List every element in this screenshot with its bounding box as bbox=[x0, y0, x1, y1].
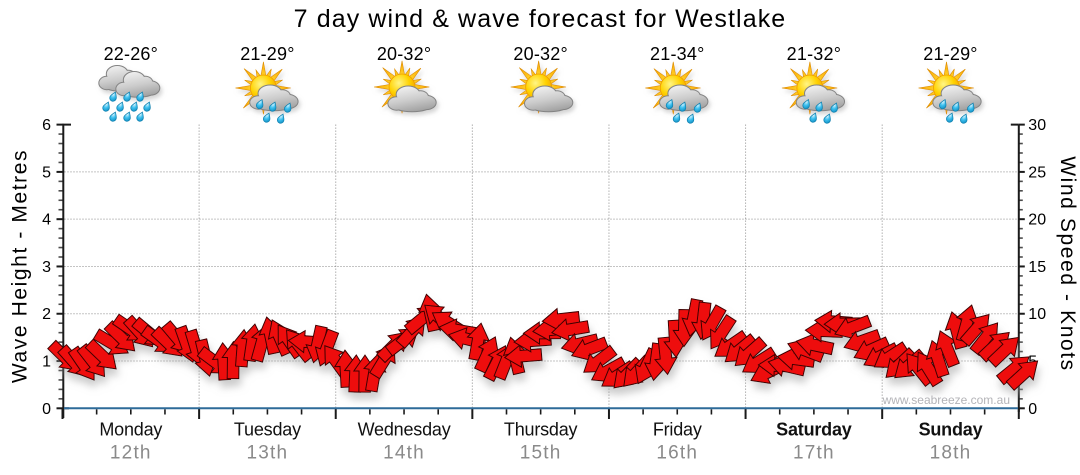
svg-text:7 day wind & wave forecast for: 7 day wind & wave forecast for Westlake bbox=[294, 5, 787, 33]
svg-text:25: 25 bbox=[1028, 164, 1046, 181]
svg-text:3: 3 bbox=[42, 259, 51, 276]
svg-text:2: 2 bbox=[42, 306, 51, 323]
svg-text:Wednesday: Wednesday bbox=[358, 420, 451, 440]
svg-text:17th: 17th bbox=[793, 443, 835, 464]
svg-text:20-32°: 20-32° bbox=[513, 44, 567, 64]
svg-text:Thursday: Thursday bbox=[504, 420, 578, 440]
svg-text:21-32°: 21-32° bbox=[787, 44, 841, 64]
svg-text:15: 15 bbox=[1028, 259, 1046, 276]
svg-text:20-32°: 20-32° bbox=[377, 44, 431, 64]
svg-text:0: 0 bbox=[42, 401, 51, 418]
svg-text:Tuesday: Tuesday bbox=[234, 420, 301, 440]
svg-text:30: 30 bbox=[1028, 117, 1046, 134]
svg-text:12th: 12th bbox=[110, 443, 152, 464]
svg-text:5: 5 bbox=[42, 164, 51, 181]
svg-text:1: 1 bbox=[42, 354, 51, 371]
svg-text:Wave Height - Metres: Wave Height - Metres bbox=[9, 149, 32, 383]
svg-text:Friday: Friday bbox=[653, 420, 702, 440]
svg-text:13th: 13th bbox=[247, 443, 289, 464]
svg-text:22-26°: 22-26° bbox=[104, 44, 158, 64]
svg-text:21-29°: 21-29° bbox=[923, 44, 977, 64]
svg-text:www.seabreeze.com.au: www.seabreeze.com.au bbox=[882, 393, 1010, 407]
svg-text:0: 0 bbox=[1028, 401, 1037, 418]
svg-text:Monday: Monday bbox=[99, 420, 162, 440]
svg-text:18th: 18th bbox=[930, 443, 972, 464]
svg-text:16th: 16th bbox=[656, 443, 698, 464]
svg-text:Wind Speed - Knots: Wind Speed - Knots bbox=[1056, 156, 1079, 372]
svg-text:6: 6 bbox=[42, 117, 51, 134]
svg-text:Sunday: Sunday bbox=[919, 420, 983, 440]
svg-text:4: 4 bbox=[42, 212, 51, 229]
svg-text:20: 20 bbox=[1028, 212, 1046, 229]
svg-text:14th: 14th bbox=[383, 443, 425, 464]
svg-text:21-34°: 21-34° bbox=[650, 44, 704, 64]
svg-text:21-29°: 21-29° bbox=[240, 44, 294, 64]
svg-text:Saturday: Saturday bbox=[776, 420, 852, 440]
svg-text:15th: 15th bbox=[520, 443, 562, 464]
svg-text:10: 10 bbox=[1028, 306, 1046, 323]
